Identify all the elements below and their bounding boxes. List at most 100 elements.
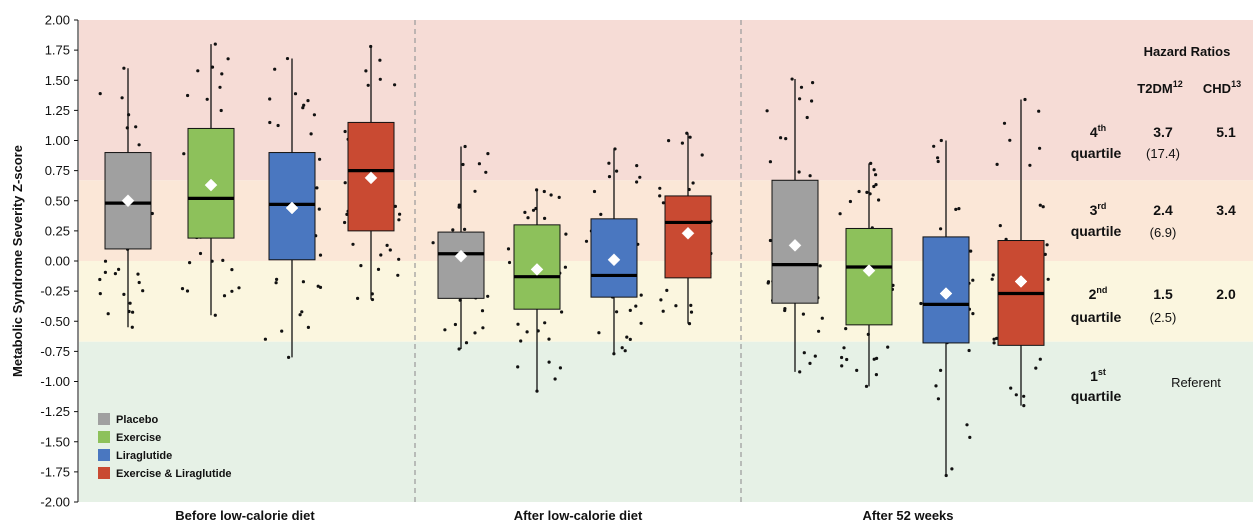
data-point — [872, 184, 876, 189]
data-point — [790, 77, 794, 81]
data-point — [370, 297, 375, 302]
data-point — [263, 337, 267, 341]
chd-4: 5.1 — [1216, 124, 1236, 140]
data-point — [1023, 97, 1027, 102]
data-point — [869, 161, 873, 165]
data-point — [687, 322, 692, 326]
t2dm-3-paren: (6.9) — [1150, 225, 1177, 240]
data-point — [457, 347, 461, 351]
data-point — [936, 159, 940, 164]
mean-marker — [204, 178, 218, 192]
mean-marker — [788, 238, 802, 252]
data-point — [691, 181, 695, 185]
data-point — [285, 56, 290, 61]
data-point — [141, 289, 145, 293]
quartile-2-label: 2nd — [1089, 285, 1108, 302]
data-point — [98, 277, 102, 282]
data-point — [932, 144, 936, 148]
legend-label: Exercise & Liraglutide — [116, 468, 232, 480]
data-point — [531, 208, 536, 212]
data-point — [639, 321, 643, 325]
quartile-3-label: 3rd — [1090, 201, 1107, 218]
data-point — [457, 205, 461, 209]
box-placebo-g1 — [104, 68, 152, 328]
data-point — [359, 264, 363, 268]
mean-marker — [454, 249, 468, 263]
data-point — [443, 328, 447, 332]
data-point — [275, 277, 279, 281]
data-point — [635, 180, 639, 184]
data-point — [635, 164, 639, 168]
data-point — [855, 368, 859, 372]
data-point — [625, 335, 629, 339]
box-exercise-g2 — [513, 189, 561, 392]
box-liraglutide-g3 — [922, 140, 970, 476]
data-point — [1034, 366, 1038, 370]
data-point — [364, 69, 368, 73]
y-tick-labels: 2.00 1.75 1.50 1.25 1.00 0.75 0.50 0.25 0.00 -0.2… — [40, 13, 70, 510]
data-point — [542, 189, 546, 194]
data-point — [486, 294, 490, 298]
data-point — [134, 125, 138, 129]
data-point — [464, 341, 469, 345]
data-point — [1008, 138, 1012, 142]
data-point — [526, 216, 530, 220]
quartile-3-word: quartile — [1071, 223, 1122, 239]
data-point — [385, 243, 389, 247]
box-exercise-g3 — [845, 163, 893, 387]
data-point — [995, 336, 999, 340]
data-point — [992, 341, 996, 345]
data-point — [1014, 393, 1018, 397]
data-point — [301, 106, 305, 110]
data-point — [376, 267, 381, 271]
data-point — [857, 189, 861, 194]
data-point — [543, 321, 547, 325]
data-point — [798, 97, 802, 101]
data-point — [523, 210, 527, 214]
legend-swatch — [98, 467, 110, 479]
data-point — [840, 355, 844, 360]
data-point — [811, 81, 815, 85]
data-point — [584, 239, 589, 243]
data-point — [874, 173, 878, 177]
legend-label: Liraglutide — [116, 450, 172, 462]
data-point — [180, 287, 185, 291]
data-point — [218, 85, 222, 89]
data-point — [990, 277, 994, 281]
data-point — [840, 364, 844, 368]
data-point — [638, 175, 642, 179]
data-point — [768, 238, 773, 243]
mean-marker — [285, 201, 299, 215]
data-point — [553, 377, 557, 381]
y-axis-label: Metabolic Syndrome Severity Z-score — [10, 145, 25, 377]
data-point — [473, 189, 477, 193]
data-point — [628, 337, 632, 341]
data-point — [219, 108, 223, 113]
data-point — [965, 423, 969, 427]
y-tick-label: 1.25 — [45, 103, 70, 118]
chd-3: 3.4 — [1216, 202, 1236, 218]
box-exercise-g1 — [187, 44, 235, 316]
data-point — [1028, 163, 1032, 167]
y-tick-label: 0.00 — [45, 254, 70, 269]
quartile-2-word: quartile — [1071, 309, 1122, 325]
data-point — [615, 310, 619, 314]
boxes — [104, 44, 1045, 476]
data-point — [658, 194, 662, 198]
data-point — [886, 345, 890, 349]
data-point — [397, 218, 401, 222]
data-point — [480, 309, 485, 313]
data-point — [276, 123, 280, 128]
data-point — [820, 316, 824, 320]
data-point — [298, 313, 302, 317]
box-liraglutide-g1 — [268, 58, 316, 358]
data-point — [463, 227, 467, 231]
mean-marker — [530, 263, 544, 276]
data-point — [968, 435, 972, 439]
data-point — [992, 337, 996, 341]
box-exercise-liraglutide-g2 — [664, 133, 712, 324]
data-point — [592, 189, 597, 194]
data-point — [628, 308, 632, 312]
data-point — [396, 273, 400, 277]
data-point — [1046, 277, 1050, 281]
